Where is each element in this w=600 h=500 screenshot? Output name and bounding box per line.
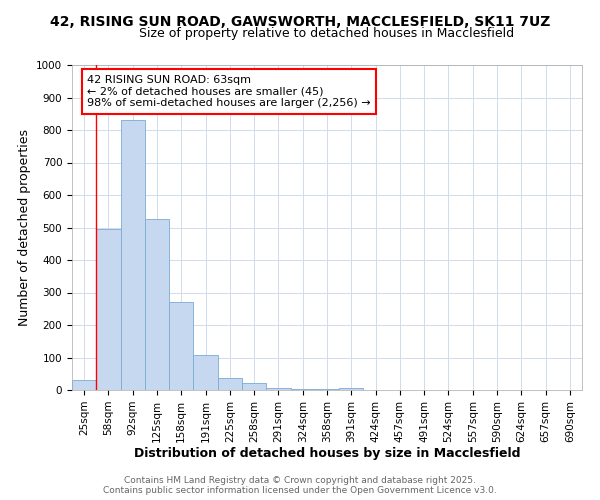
Bar <box>266 388 290 390</box>
Bar <box>96 229 121 390</box>
Bar <box>169 302 193 390</box>
Bar <box>218 378 242 390</box>
Bar <box>121 120 145 390</box>
Y-axis label: Number of detached properties: Number of detached properties <box>17 129 31 326</box>
Bar <box>339 388 364 390</box>
Title: Size of property relative to detached houses in Macclesfield: Size of property relative to detached ho… <box>139 27 515 40</box>
X-axis label: Distribution of detached houses by size in Macclesfield: Distribution of detached houses by size … <box>134 448 520 460</box>
Text: 42, RISING SUN ROAD, GAWSWORTH, MACCLESFIELD, SK11 7UZ: 42, RISING SUN ROAD, GAWSWORTH, MACCLESF… <box>50 15 550 29</box>
Bar <box>145 220 169 390</box>
Bar <box>290 389 315 390</box>
Text: Contains HM Land Registry data © Crown copyright and database right 2025.
Contai: Contains HM Land Registry data © Crown c… <box>103 476 497 495</box>
Bar <box>72 380 96 390</box>
Bar <box>242 383 266 390</box>
Text: 42 RISING SUN ROAD: 63sqm
← 2% of detached houses are smaller (45)
98% of semi-d: 42 RISING SUN ROAD: 63sqm ← 2% of detach… <box>88 74 371 108</box>
Bar <box>193 355 218 390</box>
